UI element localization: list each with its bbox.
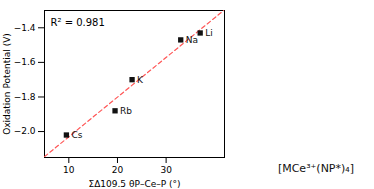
svg-text:−1.6: −1.6 [14, 57, 36, 67]
svg-text:−1.4: −1.4 [14, 23, 36, 33]
svg-text:20: 20 [112, 165, 124, 175]
svg-text:Na: Na [186, 35, 198, 45]
svg-text:Cs: Cs [71, 130, 82, 140]
svg-text:R² = 0.981: R² = 0.981 [51, 17, 105, 28]
svg-text:K: K [137, 75, 144, 85]
svg-text:ΣΔ109.5 θP–Ce–P (°): ΣΔ109.5 θP–Ce–P (°) [88, 179, 180, 189]
svg-text:Oxidation Potential (V): Oxidation Potential (V) [2, 33, 12, 135]
svg-text:Li: Li [205, 28, 213, 38]
svg-text:Rb: Rb [120, 106, 132, 116]
svg-text:−2.0: −2.0 [14, 126, 36, 136]
html-text:[MCe³⁺(NP*)₄]: [MCe³⁺(NP*)₄] [277, 162, 354, 175]
svg-text:−1.8: −1.8 [14, 92, 36, 102]
svg-text:10: 10 [63, 165, 75, 175]
svg-text:30: 30 [160, 165, 172, 175]
